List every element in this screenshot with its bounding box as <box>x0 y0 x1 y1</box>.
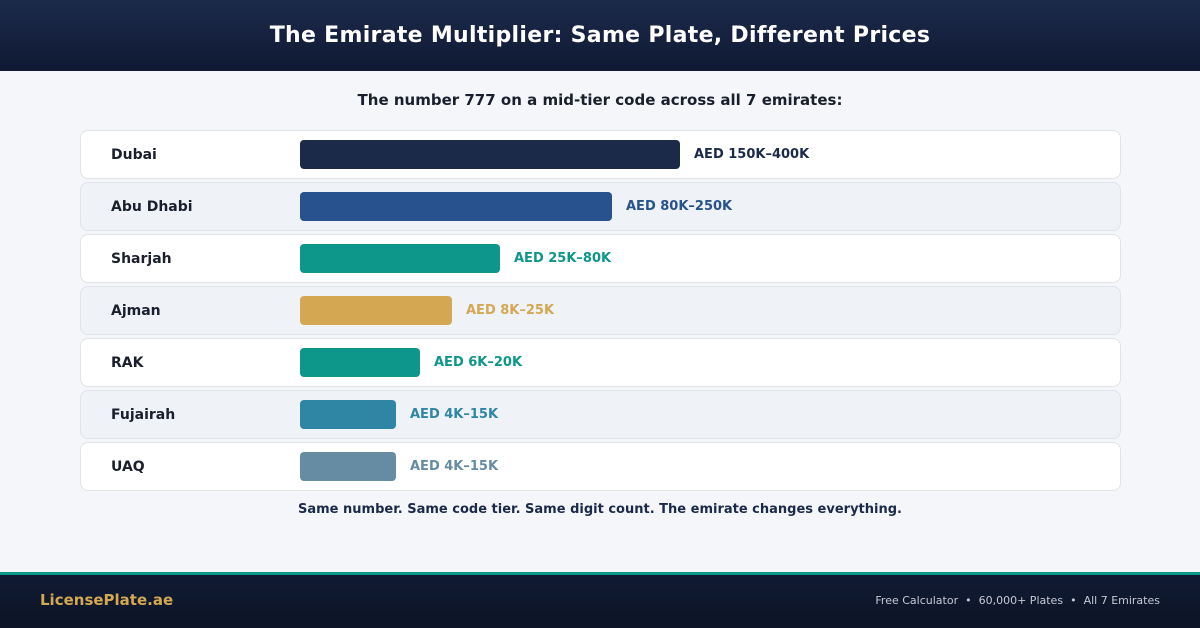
footnote: Same number. Same code tier. Same digit … <box>298 502 902 517</box>
value-label: AED 4K–15K <box>410 459 499 474</box>
bar <box>300 452 396 481</box>
category-label: Abu Dhabi <box>111 198 193 215</box>
bar-row: Fujairah AED 4K–15K <box>80 390 1121 439</box>
bar <box>300 348 420 377</box>
bar-row: UAQ AED 4K–15K <box>80 442 1121 491</box>
footer-link: All 7 Emirates <box>1083 594 1160 607</box>
separator: • <box>965 594 972 607</box>
bar <box>300 244 500 273</box>
footer-links: Free Calculator • 60,000+ Plates • All 7… <box>875 594 1160 607</box>
footer: LicensePlate.ae Free Calculator • 60,000… <box>0 572 1200 628</box>
category-label: RAK <box>111 354 144 371</box>
bar-row: Dubai AED 150K–400K <box>80 130 1121 179</box>
bar <box>300 192 612 221</box>
footer-link: Free Calculator <box>875 594 959 607</box>
value-label: AED 25K–80K <box>514 251 612 266</box>
separator: • <box>1070 594 1077 607</box>
value-label: AED 8K–25K <box>466 303 555 318</box>
footer-link: 60,000+ Plates <box>978 594 1064 607</box>
bar-row: Sharjah AED 25K–80K <box>80 234 1121 283</box>
brand-logo[interactable]: LicensePlate.ae <box>40 591 174 609</box>
category-label: Fujairah <box>111 406 176 423</box>
bar-row: RAK AED 6K–20K <box>80 338 1121 387</box>
bar-chart: Dubai AED 150K–400K Abu Dhabi AED 80K–250K S… <box>80 130 1121 494</box>
category-label: UAQ <box>111 458 145 475</box>
value-label: AED 6K–20K <box>434 355 523 370</box>
header: The Emirate Multiplier: Same Plate, Diff… <box>0 0 1200 71</box>
value-label: AED 150K–400K <box>694 147 810 162</box>
category-label: Ajman <box>111 302 161 319</box>
category-label: Dubai <box>111 146 157 163</box>
chart-title: The number 777 on a mid-tier code across… <box>357 91 843 109</box>
bar <box>300 140 680 169</box>
bar-row: Ajman AED 8K–25K <box>80 286 1121 335</box>
category-label: Sharjah <box>111 250 172 267</box>
page-title: The Emirate Multiplier: Same Plate, Diff… <box>269 23 931 48</box>
bar <box>300 296 452 325</box>
bar-row: Abu Dhabi AED 80K–250K <box>80 182 1121 231</box>
bar <box>300 400 396 429</box>
value-label: AED 80K–250K <box>626 199 733 214</box>
value-label: AED 4K–15K <box>410 407 499 422</box>
